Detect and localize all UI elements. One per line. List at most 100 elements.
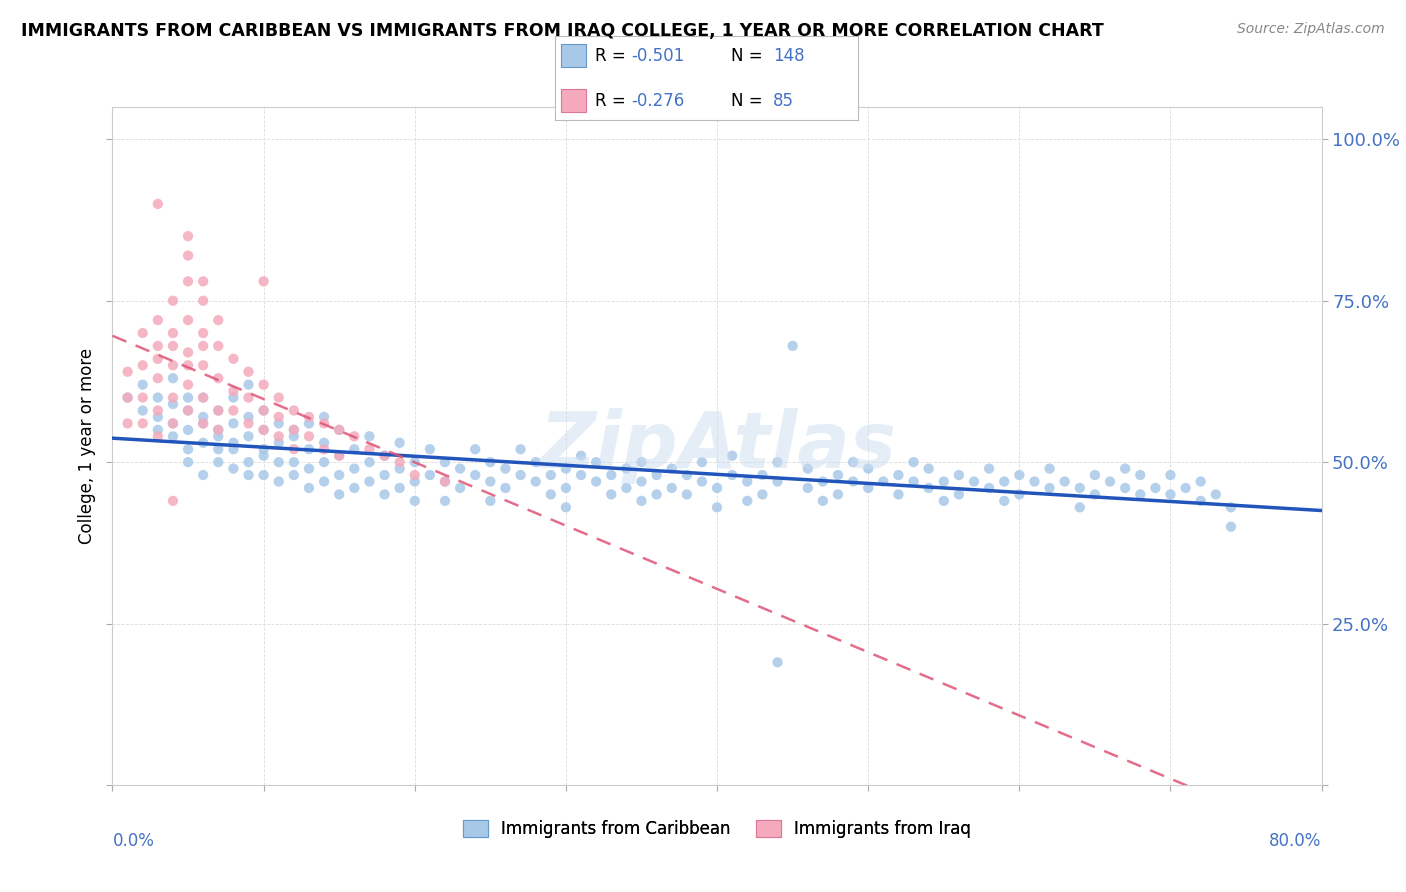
Point (479, 455, 502, 469)
Point (1174, 481, 1197, 495)
Point (146, 391, 169, 405)
Point (404, 475, 426, 489)
Point (283, 403, 305, 417)
Point (253, 377, 276, 392)
Point (645, 487, 668, 501)
Point (146, 371, 169, 385)
Point (162, 339, 184, 353)
Point (117, 391, 139, 405)
Text: N =: N = (731, 47, 768, 65)
Point (737, 475, 759, 489)
Point (343, 461, 366, 475)
Point (811, 494, 834, 508)
Point (585, 455, 607, 469)
Point (191, 326, 214, 340)
Point (314, 417, 336, 431)
Point (359, 429, 381, 443)
Point (1084, 487, 1107, 501)
Point (918, 461, 941, 475)
Point (796, 481, 818, 495)
Point (374, 449, 396, 463)
Point (721, 468, 744, 483)
Point (298, 429, 321, 443)
Point (283, 442, 305, 457)
Point (1008, 468, 1031, 483)
Point (146, 197, 169, 211)
Point (207, 313, 229, 327)
FancyBboxPatch shape (561, 88, 586, 112)
Point (540, 468, 562, 483)
Point (298, 442, 321, 457)
Point (222, 417, 245, 431)
Point (343, 442, 366, 457)
Point (903, 455, 925, 469)
Point (328, 449, 350, 463)
Point (222, 391, 245, 405)
Point (177, 423, 200, 437)
Point (540, 487, 562, 501)
Point (222, 442, 245, 457)
Point (1189, 475, 1212, 489)
Point (1008, 487, 1031, 501)
Point (267, 475, 290, 489)
Point (328, 423, 350, 437)
Point (1069, 481, 1091, 495)
Point (328, 423, 350, 437)
Text: R =: R = (595, 47, 631, 65)
Point (1098, 475, 1121, 489)
Text: 0.0%: 0.0% (112, 832, 155, 850)
Point (766, 655, 789, 669)
Point (328, 468, 350, 483)
Point (177, 248, 200, 262)
Point (253, 442, 276, 457)
Point (374, 449, 396, 463)
Point (495, 481, 517, 495)
Point (374, 487, 396, 501)
Point (993, 494, 1015, 508)
Point (616, 461, 638, 475)
Point (948, 468, 970, 483)
Point (630, 455, 652, 469)
Point (388, 461, 411, 475)
Point (569, 468, 592, 483)
Text: 85: 85 (773, 92, 794, 110)
Point (191, 274, 214, 288)
Point (827, 468, 849, 483)
Point (524, 455, 547, 469)
Point (811, 475, 834, 489)
Point (1114, 461, 1136, 475)
Point (1114, 481, 1136, 495)
Point (977, 481, 1000, 495)
Point (146, 313, 169, 327)
Point (283, 429, 305, 443)
Point (267, 409, 290, 424)
Point (191, 417, 214, 431)
Point (253, 423, 276, 437)
Point (856, 481, 880, 495)
Point (177, 345, 200, 359)
Point (690, 455, 713, 469)
Point (1053, 475, 1076, 489)
Point (191, 435, 214, 450)
Point (146, 339, 169, 353)
Point (1084, 468, 1107, 483)
Point (675, 468, 697, 483)
Point (328, 487, 350, 501)
Point (191, 468, 214, 483)
Point (314, 409, 336, 424)
Point (464, 442, 486, 457)
Point (238, 455, 260, 469)
Point (1205, 487, 1227, 501)
Point (207, 339, 229, 353)
Point (690, 475, 713, 489)
Point (661, 461, 683, 475)
Point (1220, 519, 1243, 533)
Point (887, 468, 910, 483)
Point (737, 494, 759, 508)
Point (314, 435, 336, 450)
Point (554, 500, 576, 515)
Point (117, 417, 139, 431)
Point (600, 468, 623, 483)
Point (782, 339, 804, 353)
Point (238, 377, 260, 392)
